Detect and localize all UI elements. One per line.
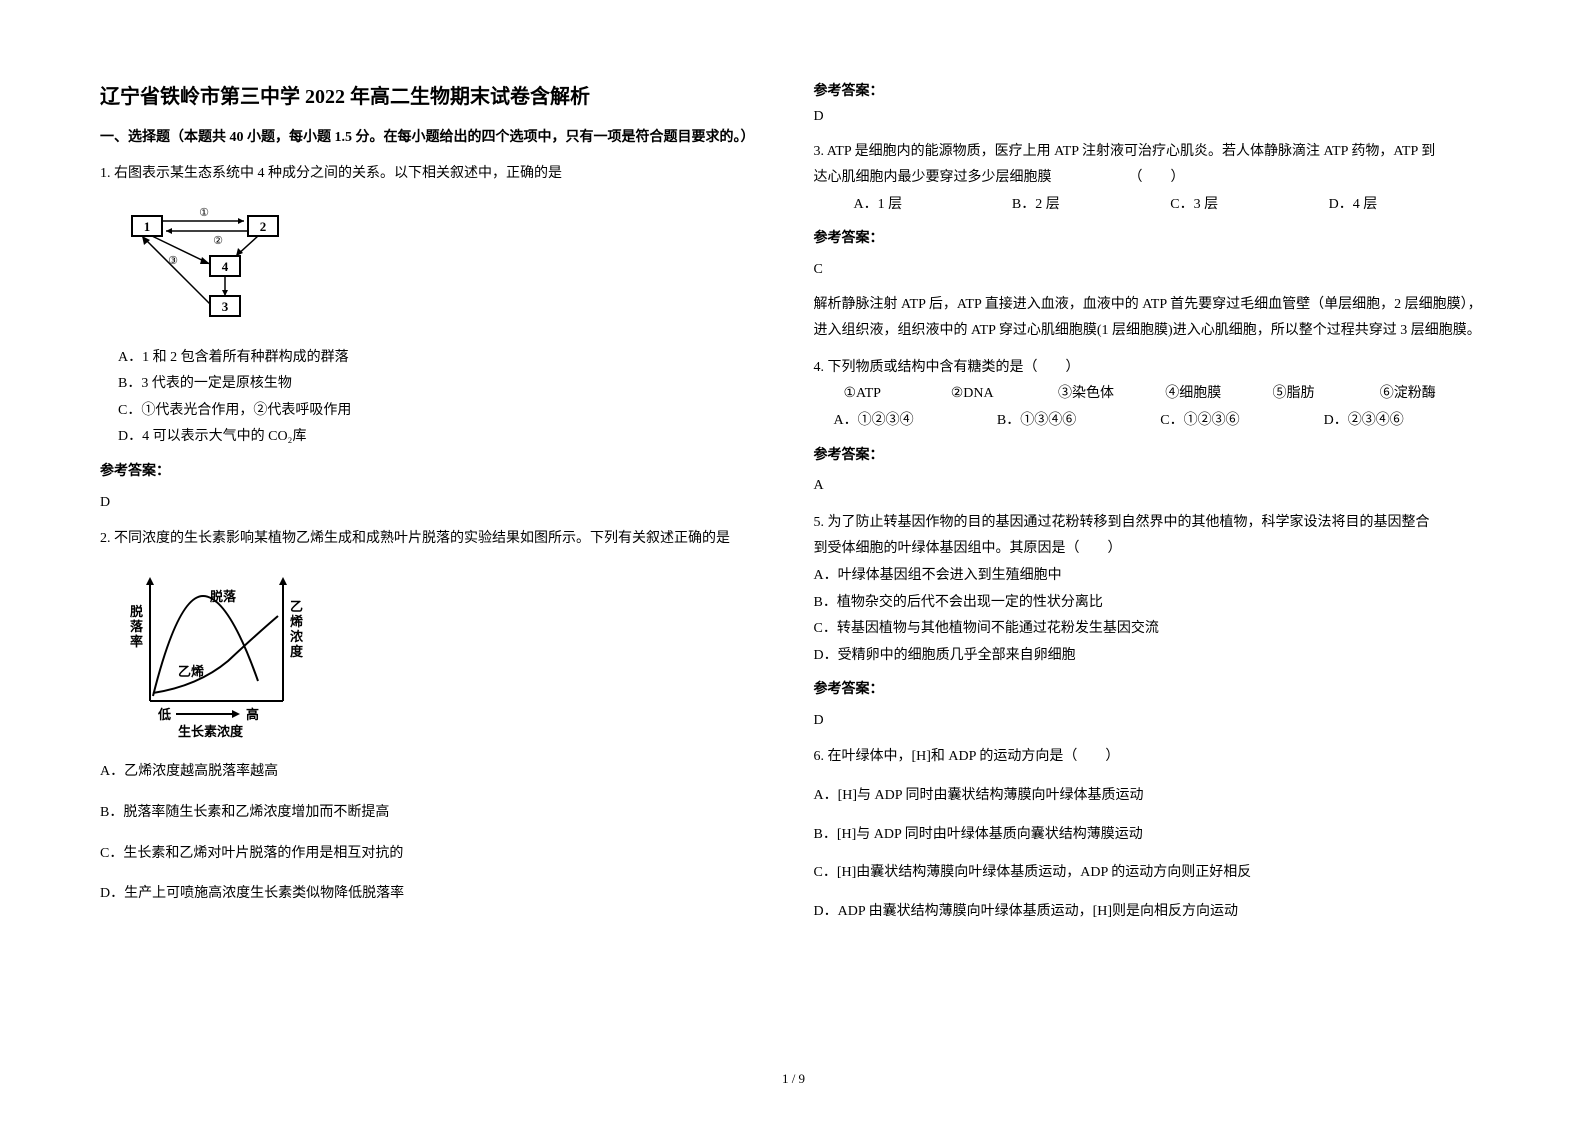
svg-text:度: 度 xyxy=(290,644,304,659)
q6-opt-c: C．[H]由囊状结构薄膜向叶绿体基质运动，ADP 的运动方向则正好相反 xyxy=(814,860,1488,887)
svg-text:高: 高 xyxy=(246,707,259,722)
svg-text:2: 2 xyxy=(260,219,267,234)
q6-opt-a: A．[H]与 ADP 同时由囊状结构薄膜向叶绿体基质运动 xyxy=(814,783,1488,810)
q4-answer: A xyxy=(814,473,1488,500)
q1-opt-b: B．3 代表的一定是原核生物 xyxy=(100,371,774,398)
svg-text:烯: 烯 xyxy=(290,614,303,629)
q1-opt-a: A．1 和 2 包含着所有种群构成的群落 xyxy=(100,345,774,372)
q4-item-6: ⑥淀粉酶 xyxy=(1380,381,1487,408)
q4-items: ①ATP ②DNA ③染色体 ④细胞膜 ⑤脂肪 ⑥淀粉酶 xyxy=(814,381,1488,408)
q5-stem-2: 到受体细胞的叶绿体基因组中。其原因是（ ） xyxy=(814,536,1488,563)
svg-text:脱落: 脱落 xyxy=(210,589,237,604)
q1-stem: 1. 右图表示某生态系统中 4 种成分之间的关系。以下相关叙述中，正确的是 xyxy=(100,161,774,188)
svg-text:乙烯: 乙烯 xyxy=(178,664,204,679)
question-6: 6. 在叶绿体中，[H]和 ADP 的运动方向是（ ） A．[H]与 ADP 同… xyxy=(814,744,1488,925)
q1-opt-c: C．①代表光合作用，②代表呼吸作用 xyxy=(100,398,774,425)
q1-opt-d: D．4 可以表示大气中的 CO₂库 xyxy=(100,424,774,451)
q3-stem-1: 3. ATP 是细胞内的能源物质，医疗上用 ATP 注射液可治疗心肌炎。若人体静… xyxy=(814,139,1488,166)
q5-opt-d: D．受精卵中的细胞质几乎全部来自卵细胞 xyxy=(814,643,1488,670)
q4-stem: 4. 下列物质或结构中含有糖类的是（ ） xyxy=(814,355,1488,382)
q3-answer-label: 参考答案： xyxy=(814,226,1488,253)
svg-text:低: 低 xyxy=(157,707,171,722)
line-chart-icon: 脱 落 率 乙 烯 浓 度 脱落 乙烯 低 xyxy=(118,561,308,741)
q3-opt-c: C．3 层 xyxy=(1170,192,1328,219)
q3-answer: C xyxy=(814,257,1488,284)
q5-stem-1: 5. 为了防止转基因作物的目的基因通过花粉转移到自然界中的其他植物，科学家设法将… xyxy=(814,510,1488,537)
q6-stem: 6. 在叶绿体中，[H]和 ADP 的运动方向是（ ） xyxy=(814,744,1488,771)
svg-text:3: 3 xyxy=(222,299,229,314)
q4-item-5: ⑤脂肪 xyxy=(1273,381,1380,408)
q4-opt-d: D．②③④⑥ xyxy=(1324,408,1487,435)
left-column: 辽宁省铁岭市第三中学 2022 年高二生物期末试卷含解析 一、选择题（本题共 4… xyxy=(100,80,774,935)
svg-text:②: ② xyxy=(213,235,223,247)
q3-stem-2: 达心肌细胞内最少要穿过多少层细胞膜 （ ） xyxy=(814,165,1488,192)
question-1: 1. 右图表示某生态系统中 4 种成分之间的关系。以下相关叙述中，正确的是 1 … xyxy=(100,161,774,516)
svg-text:4: 4 xyxy=(222,259,229,274)
q4-item-1: ①ATP xyxy=(844,381,951,408)
svg-text:生长素浓度: 生长素浓度 xyxy=(178,724,244,739)
q2-answer: D xyxy=(814,104,1488,131)
question-5: 5. 为了防止转基因作物的目的基因通过花粉转移到自然界中的其他植物，科学家设法将… xyxy=(814,510,1488,735)
q5-answer-label: 参考答案： xyxy=(814,677,1488,704)
q3-options: A．1 层 B．2 层 C．3 层 D．4 层 xyxy=(814,192,1488,219)
q2-stem: 2. 不同浓度的生长素影响某植物乙烯生成和成熟叶片脱落的实验结果如图所示。下列有… xyxy=(100,526,774,553)
question-4: 4. 下列物质或结构中含有糖类的是（ ） ①ATP ②DNA ③染色体 ④细胞膜… xyxy=(814,355,1488,500)
q4-opt-b: B．①③④⑥ xyxy=(997,408,1160,435)
svg-text:③: ③ xyxy=(168,255,178,267)
q1-figure: 1 2 4 3 ① ② xyxy=(100,196,774,337)
q2-opt-d: D．生产上可喷施高浓度生长素类似物降低脱落率 xyxy=(100,881,774,908)
q4-opt-a: A．①②③④ xyxy=(834,408,997,435)
q2-answer-label: 参考答案： xyxy=(814,80,1488,100)
q6-opt-d: D．ADP 由囊状结构薄膜向叶绿体基质运动，[H]则是向相反方向运动 xyxy=(814,899,1488,926)
page-container: 辽宁省铁岭市第三中学 2022 年高二生物期末试卷含解析 一、选择题（本题共 4… xyxy=(0,0,1587,975)
q1-answer-label: 参考答案： xyxy=(100,459,774,486)
svg-text:落: 落 xyxy=(130,619,144,634)
svg-text:乙: 乙 xyxy=(290,599,303,614)
q2-opt-c: C．生长素和乙烯对叶片脱落的作用是相互对抗的 xyxy=(100,841,774,868)
q2-opt-a: A．乙烯浓度越高脱落率越高 xyxy=(100,759,774,786)
svg-text:1: 1 xyxy=(144,219,151,234)
q4-options: A．①②③④ B．①③④⑥ C．①②③⑥ D．②③④⑥ xyxy=(814,408,1488,435)
q3-opt-a: A．1 层 xyxy=(854,192,1012,219)
q4-answer-label: 参考答案： xyxy=(814,443,1488,470)
doc-title: 辽宁省铁岭市第三中学 2022 年高二生物期末试卷含解析 xyxy=(100,80,774,109)
q5-opt-b: B．植物杂交的后代不会出现一定的性状分离比 xyxy=(814,590,1488,617)
q4-item-4: ④细胞膜 xyxy=(1165,381,1272,408)
q3-explanation: 解析静脉注射 ATP 后，ATP 直接进入血液，血液中的 ATP 首先要穿过毛细… xyxy=(814,292,1488,345)
q4-item-3: ③染色体 xyxy=(1058,381,1165,408)
q5-opt-a: A．叶绿体基因组不会进入到生殖细胞中 xyxy=(814,563,1488,590)
q2-opt-b: B．脱落率随生长素和乙烯浓度增加而不断提高 xyxy=(100,800,774,827)
svg-text:浓: 浓 xyxy=(290,629,304,644)
question-2: 2. 不同浓度的生长素影响某植物乙烯生成和成熟叶片脱落的实验结果如图所示。下列有… xyxy=(100,526,774,908)
page-number: 1 / 9 xyxy=(782,1071,805,1087)
svg-text:①: ① xyxy=(199,207,209,219)
section-heading: 一、选择题（本题共 40 小题，每小题 1.5 分。在每小题给出的四个选项中，只… xyxy=(100,127,774,149)
q4-item-2: ②DNA xyxy=(951,381,1058,408)
svg-text:率: 率 xyxy=(130,634,143,649)
svg-text:脱: 脱 xyxy=(130,604,143,619)
right-column: 参考答案： D 3. ATP 是细胞内的能源物质，医疗上用 ATP 注射液可治疗… xyxy=(814,80,1488,935)
q6-opt-b: B．[H]与 ADP 同时由叶绿体基质向囊状结构薄膜运动 xyxy=(814,822,1488,849)
q5-opt-c: C．转基因植物与其他植物间不能通过花粉发生基因交流 xyxy=(814,616,1488,643)
q4-opt-c: C．①②③⑥ xyxy=(1160,408,1323,435)
q3-opt-d: D．4 层 xyxy=(1329,192,1487,219)
q1-answer: D xyxy=(100,490,774,517)
question-3: 3. ATP 是细胞内的能源物质，医疗上用 ATP 注射液可治疗心肌炎。若人体静… xyxy=(814,139,1488,345)
q3-opt-b: B．2 层 xyxy=(1012,192,1170,219)
q2-figure: 脱 落 率 乙 烯 浓 度 脱落 乙烯 低 xyxy=(100,561,774,752)
ecosystem-diagram-icon: 1 2 4 3 ① ② xyxy=(118,196,298,326)
q5-answer: D xyxy=(814,708,1488,735)
